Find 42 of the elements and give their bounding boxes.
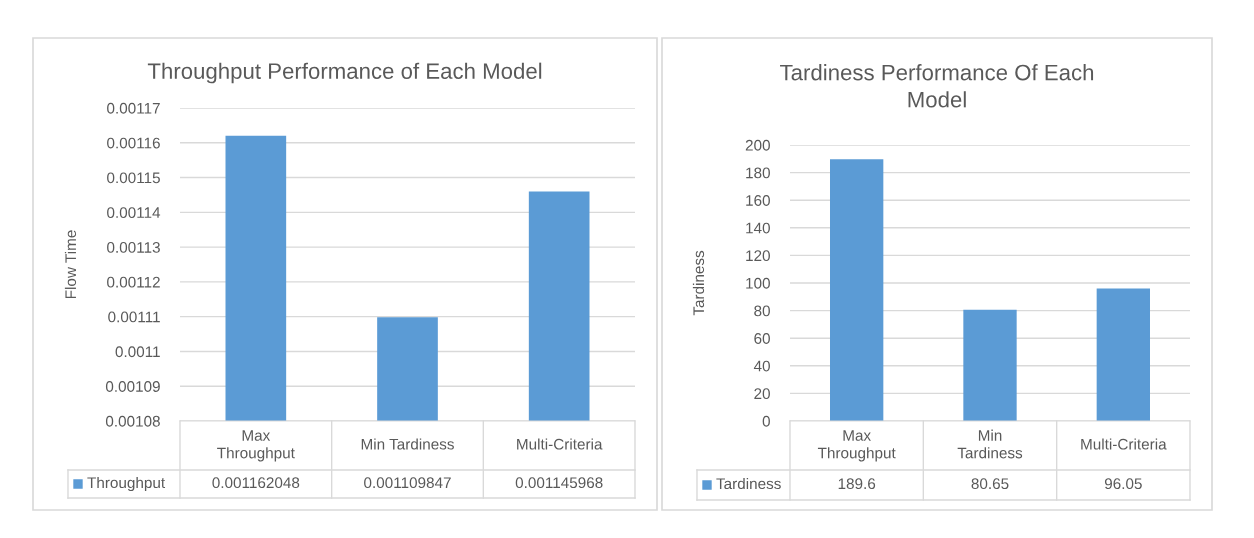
bar bbox=[1096, 288, 1150, 421]
data-label: 189.6 bbox=[838, 478, 876, 490]
y-tick-label: 0 bbox=[762, 415, 770, 427]
y-tick-label: 0.00117 bbox=[107, 102, 160, 114]
y-tick-label: 0.00114 bbox=[107, 207, 161, 219]
legend-label: Tardiness bbox=[716, 477, 781, 490]
data-label: 0.001109847 bbox=[364, 477, 451, 489]
y-axis-title: Flow Time bbox=[64, 230, 77, 299]
y-axis-title: Tardiness bbox=[692, 250, 705, 316]
y-tick-label: 0.00113 bbox=[107, 241, 160, 253]
y-tick-label: 180 bbox=[746, 167, 770, 179]
y-tick-label: 60 bbox=[754, 333, 770, 344]
y-tick-label: 160 bbox=[746, 195, 770, 206]
bar bbox=[963, 309, 1017, 421]
chart-title: Tardiness Performance Of Each Model bbox=[780, 64, 1094, 108]
data-label: 0.001145968 bbox=[515, 477, 603, 489]
y-tick-label: 0.00112 bbox=[107, 276, 160, 288]
y-tick-label: 200 bbox=[745, 139, 770, 151]
y-tick-label: 100 bbox=[746, 277, 770, 289]
data-label: 96.05 bbox=[1104, 478, 1142, 490]
y-tick-label: 0.00108 bbox=[105, 415, 160, 427]
y-tick-label: 20 bbox=[754, 388, 770, 400]
y-tick-label: 0.0011 bbox=[115, 346, 160, 358]
y-tick-label: 80 bbox=[754, 305, 770, 317]
x-tick-label: Min Tardiness bbox=[361, 438, 454, 450]
bar bbox=[830, 159, 884, 421]
y-tick-label: 0.00111 bbox=[108, 311, 160, 323]
x-tick-label: Min Tardiness bbox=[957, 429, 1023, 459]
y-tick-label: 0.00115 bbox=[107, 172, 160, 184]
y-tick-label: 120 bbox=[746, 250, 770, 262]
x-tick-label: Max Throughput bbox=[817, 430, 896, 462]
x-tick-label: Max Throughput bbox=[217, 430, 295, 462]
y-tick-label: 140 bbox=[746, 222, 770, 234]
y-tick-label: 0.00116 bbox=[107, 137, 160, 149]
y-tick-label: 0.00109 bbox=[105, 381, 160, 392]
legend-label: Throughput bbox=[87, 476, 166, 492]
x-tick-label: Multi-Criteria bbox=[517, 438, 603, 450]
data-label: 80.65 bbox=[971, 478, 1009, 490]
data-label: 0.001162048 bbox=[212, 477, 300, 489]
chart-title: Throughput Performance of Each Model bbox=[147, 62, 542, 84]
x-tick-label: Multi-Criteria bbox=[1081, 438, 1167, 450]
y-tick-label: 40 bbox=[753, 360, 770, 372]
